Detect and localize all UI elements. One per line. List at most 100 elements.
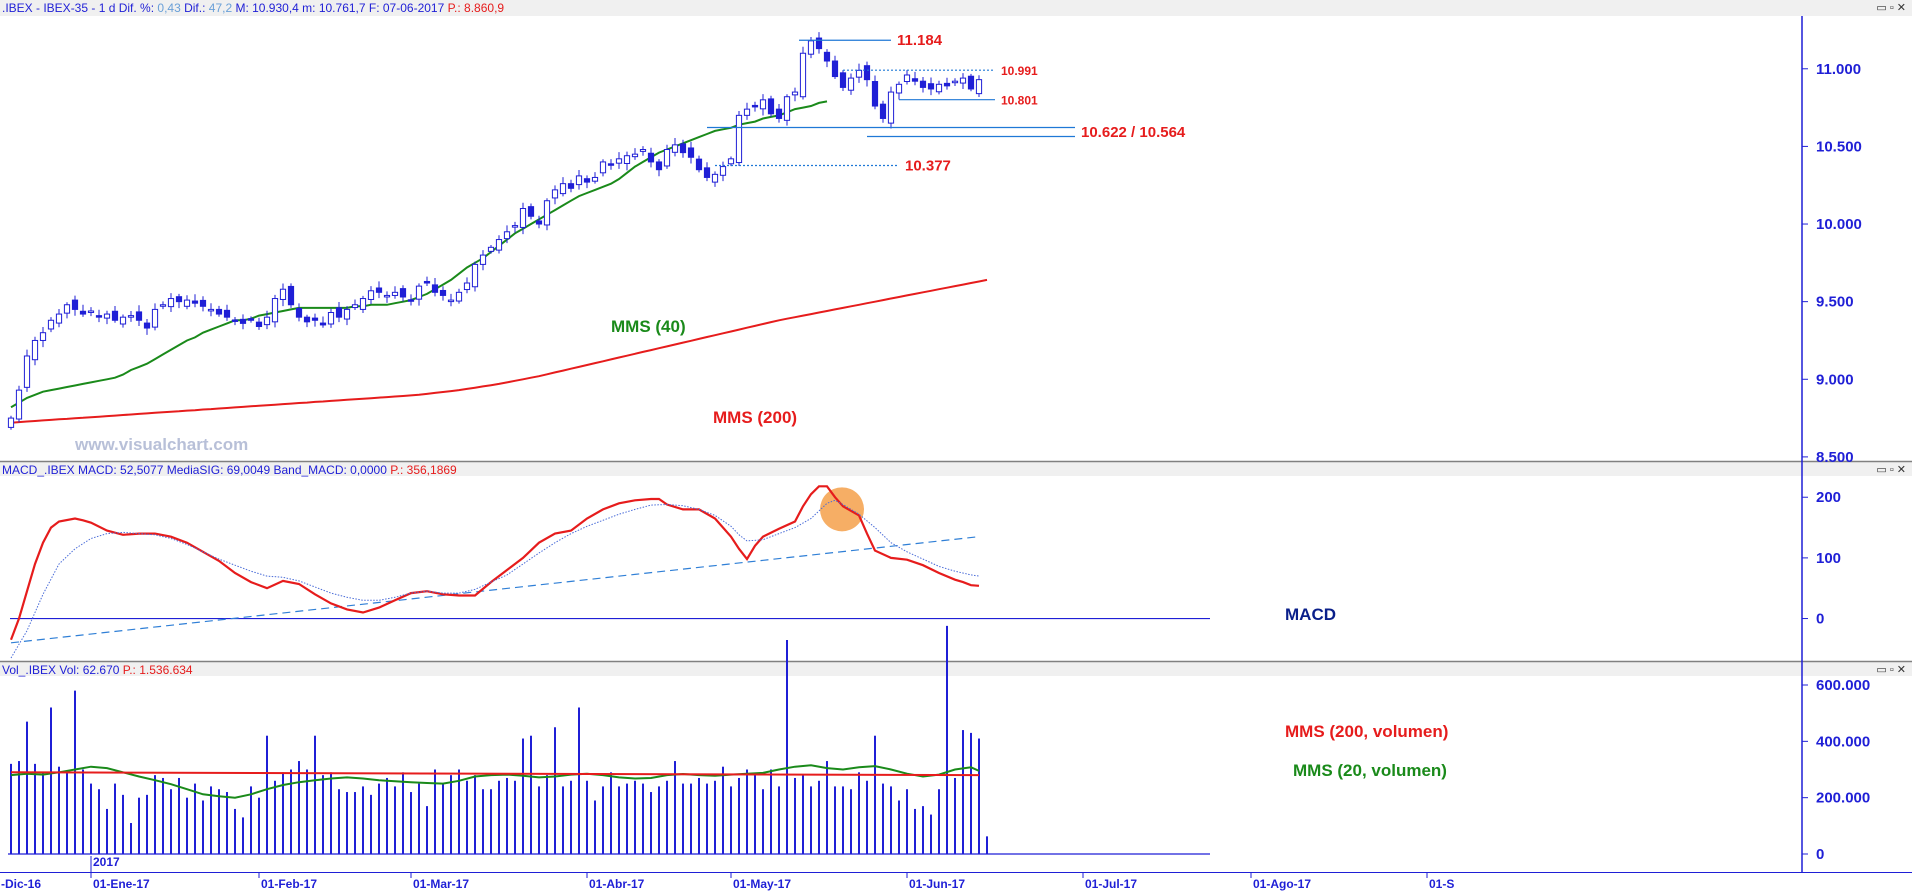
price-level-label: 10.801 — [1001, 94, 1038, 108]
x-tick-label: -Dic-16 — [1, 877, 41, 891]
candle-body-up — [127, 315, 135, 318]
mms200-label: MMS (200) — [713, 408, 797, 427]
candle — [551, 185, 559, 205]
candle-body-down — [191, 300, 199, 304]
candle-body-down — [71, 299, 79, 310]
candle-body-down — [399, 288, 407, 298]
candle — [951, 78, 959, 87]
candle-body-up — [511, 225, 519, 228]
candle-body-up — [327, 312, 335, 325]
macd-trendline — [10, 536, 980, 644]
candle-body-up — [855, 69, 863, 78]
x-tick-label: 01-Mar-17 — [413, 877, 469, 891]
x-tick-label: 01-Jun-17 — [909, 877, 965, 891]
candle-body-up — [495, 239, 503, 251]
candle — [559, 177, 567, 197]
candle — [775, 104, 783, 123]
candle — [87, 307, 95, 317]
candle — [367, 286, 375, 305]
candle — [103, 310, 111, 325]
candle-body-up — [847, 77, 855, 91]
candle — [263, 310, 271, 330]
candle-body-down — [335, 307, 343, 318]
candle-body-down — [767, 98, 775, 115]
candle — [167, 293, 175, 313]
candle — [463, 277, 471, 294]
candle-body-down — [231, 319, 239, 322]
candle-body-down — [839, 72, 847, 88]
candle-body-up — [87, 310, 95, 313]
candle-body-up — [519, 208, 527, 228]
x-tick-label: 01-Abr-17 — [589, 877, 645, 891]
candle — [415, 283, 423, 306]
candle-body-down — [679, 143, 687, 154]
candle — [663, 144, 671, 169]
candle — [839, 70, 847, 91]
candle — [255, 317, 263, 330]
window-buttons: ▭ ▫ ✕ — [1876, 464, 1906, 476]
candle-body-up — [103, 313, 111, 319]
candle — [527, 203, 535, 220]
mms40-label: MMS (40) — [611, 317, 686, 336]
volume-header-bar — [0, 662, 1912, 676]
macd-header-part-1: P.: 356,1869 — [390, 463, 457, 477]
candle — [495, 235, 503, 254]
candle — [575, 170, 583, 190]
candle — [55, 308, 63, 328]
price-y-tick-label: 10.000 — [1816, 216, 1862, 233]
x-tick-label: 01-S — [1429, 877, 1454, 891]
candle — [79, 304, 87, 317]
candle — [479, 250, 487, 271]
candle-body-up — [7, 417, 15, 428]
candle-body-up — [727, 158, 735, 165]
price-header-part-3: 47,2 — [209, 1, 233, 15]
candle-body-up — [623, 155, 631, 164]
candle — [423, 276, 431, 286]
candle-body-up — [543, 200, 551, 226]
candle-body-down — [967, 75, 975, 90]
candle — [615, 152, 623, 169]
candle — [511, 221, 519, 233]
candle — [143, 319, 151, 335]
candle-body-up — [343, 308, 351, 320]
candle — [383, 291, 391, 303]
candle-body-down — [239, 318, 247, 324]
candle — [975, 75, 983, 98]
candle — [967, 73, 975, 92]
candle — [135, 305, 143, 327]
candle-body-up — [895, 83, 903, 94]
candle — [151, 303, 159, 331]
candle — [39, 326, 47, 348]
candle — [759, 94, 767, 116]
candle — [407, 294, 415, 306]
candle — [519, 202, 527, 235]
candle-body-up — [935, 83, 943, 93]
x-tick-label: 01-Jul-17 — [1085, 877, 1137, 891]
candle — [199, 296, 207, 312]
candle — [543, 198, 551, 231]
price-level-label: 11.184 — [897, 32, 943, 49]
candle-body-up — [351, 304, 359, 309]
candle-body-up — [663, 149, 671, 167]
candle-body-up — [615, 158, 623, 164]
price-series-line-mms-40- — [10, 100, 828, 409]
candle-body-up — [455, 291, 463, 302]
candle — [375, 281, 383, 299]
candle-body-down — [863, 65, 871, 81]
candle-body-up — [711, 173, 719, 183]
candle-body-down — [535, 220, 543, 225]
candle — [431, 278, 439, 297]
price-header-part-5: P.: 8.860,9 — [448, 1, 505, 15]
candle — [671, 138, 679, 157]
candle — [735, 111, 743, 166]
candle-body-down — [879, 103, 887, 119]
candle-body-down — [527, 206, 535, 217]
candle-body-up — [503, 231, 511, 240]
candle — [855, 63, 863, 83]
candle-body-down — [695, 158, 703, 171]
candle — [247, 316, 255, 323]
candle — [783, 94, 791, 126]
candle-body-down — [911, 78, 919, 82]
candle-body-up — [791, 91, 799, 96]
candle — [175, 293, 183, 309]
